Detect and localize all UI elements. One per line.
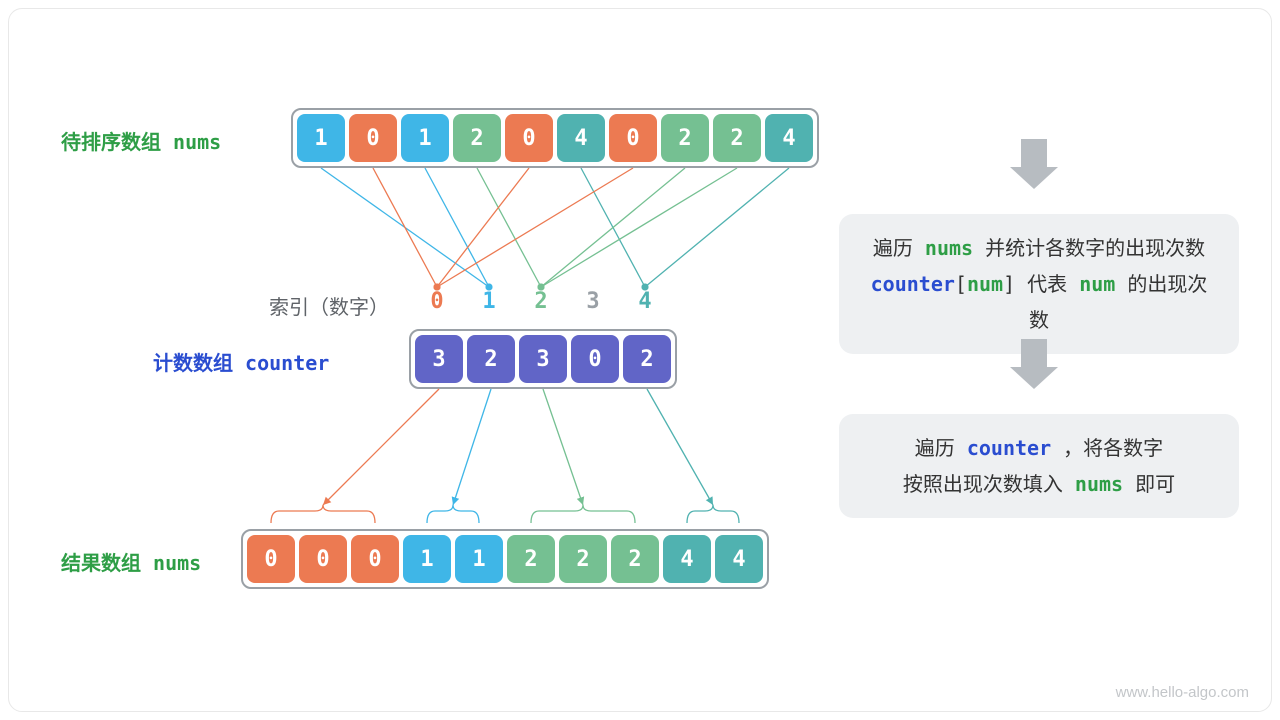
array-cell: 0 xyxy=(349,114,397,162)
index-label: 索引（数字） xyxy=(269,291,389,320)
array-cell: 0 xyxy=(351,535,399,583)
counter-array-label: 计数数组 counter xyxy=(153,347,329,376)
watermark-text: www.hello-algo.com xyxy=(1116,684,1249,701)
array-cell: 0 xyxy=(247,535,295,583)
index-value: 1 xyxy=(465,289,513,314)
array-cell: 2 xyxy=(467,335,515,383)
index-value: 3 xyxy=(569,289,617,314)
nums-array-label: 待排序数组 nums xyxy=(61,126,221,155)
array-cell: 4 xyxy=(765,114,813,162)
array-cell: 2 xyxy=(453,114,501,162)
array-cell: 3 xyxy=(519,335,567,383)
array-cell: 1 xyxy=(403,535,451,583)
description-step-1: 遍历 nums 并统计各数字的出现次数counter[num] 代表 num 的… xyxy=(839,214,1239,354)
array-cell: 4 xyxy=(715,535,763,583)
array-cell: 2 xyxy=(611,535,659,583)
array-cell: 2 xyxy=(713,114,761,162)
description-step-2: 遍历 counter ，将各数字按照出现次数填入 nums 即可 xyxy=(839,414,1239,518)
array-cell: 1 xyxy=(297,114,345,162)
array-cell: 2 xyxy=(559,535,607,583)
nums-array: 1012040224 xyxy=(291,108,819,168)
result-array: 0001122244 xyxy=(241,529,769,589)
result-array-label: 结果数组 nums xyxy=(61,547,201,576)
array-cell: 4 xyxy=(557,114,605,162)
index-value: 4 xyxy=(621,289,669,314)
array-cell: 0 xyxy=(571,335,619,383)
array-cell: 0 xyxy=(609,114,657,162)
array-cell: 3 xyxy=(415,335,463,383)
array-cell: 1 xyxy=(401,114,449,162)
array-cell: 1 xyxy=(455,535,503,583)
index-row: 01234 xyxy=(413,289,669,314)
index-value: 2 xyxy=(517,289,565,314)
array-cell: 0 xyxy=(299,535,347,583)
counter-array: 32302 xyxy=(409,329,677,389)
array-cell: 2 xyxy=(623,335,671,383)
array-cell: 4 xyxy=(663,535,711,583)
array-cell: 2 xyxy=(507,535,555,583)
diagram-canvas: 待排序数组 nums 1012040224 索引（数字） 01234 计数数组 … xyxy=(8,8,1272,712)
array-cell: 0 xyxy=(505,114,553,162)
array-cell: 2 xyxy=(661,114,709,162)
index-value: 0 xyxy=(413,289,461,314)
